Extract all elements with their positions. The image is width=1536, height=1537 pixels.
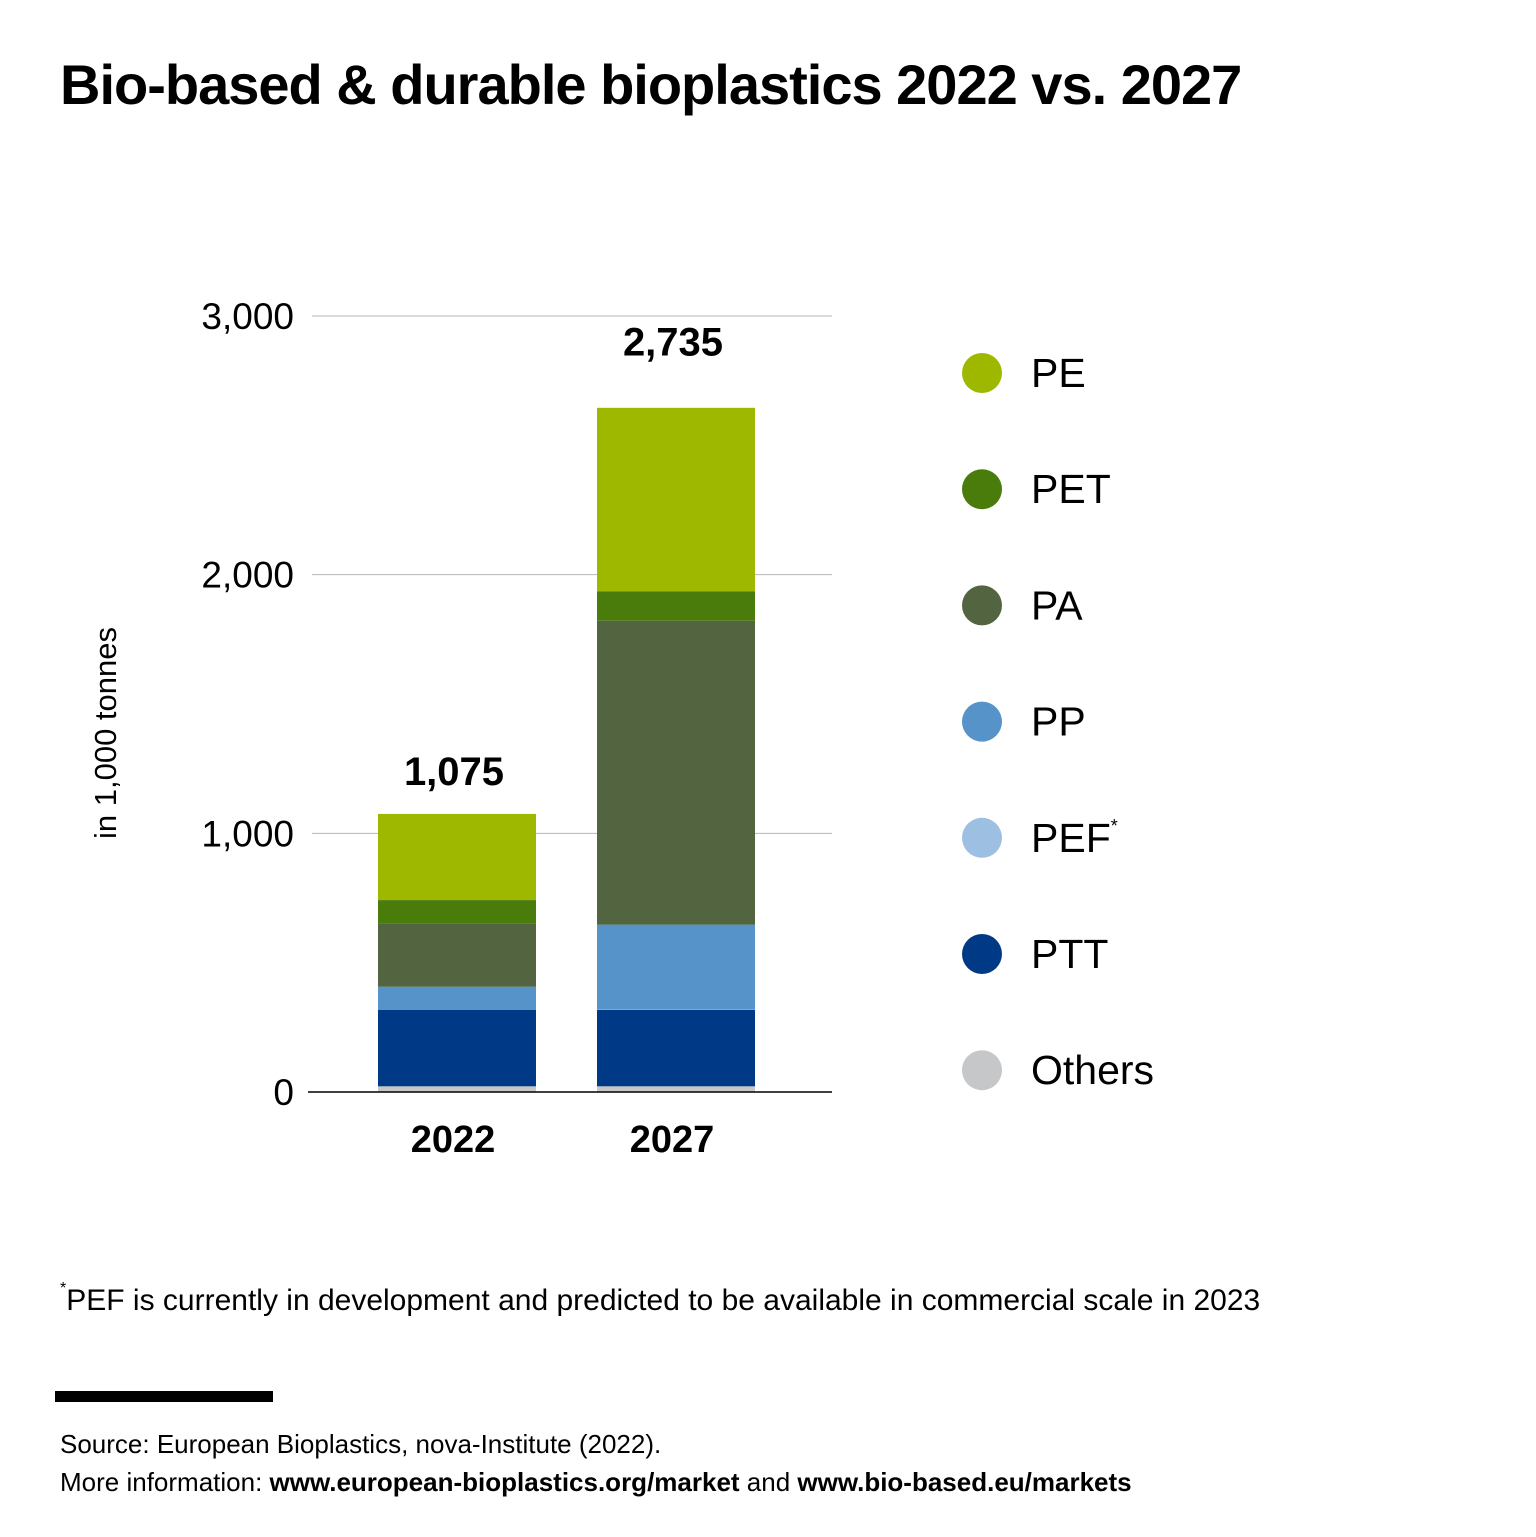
bar-2027-pp <box>597 924 755 1010</box>
bar-2027-pa <box>597 620 755 925</box>
bar-stacks <box>378 407 755 1092</box>
y-tick-label: 2,000 <box>201 555 294 596</box>
bar-2027-pet <box>597 591 755 621</box>
bar-2022-pe <box>378 813 536 901</box>
footnote: *PEF is currently in development and pre… <box>60 1280 1261 1318</box>
y-tick-label: 0 <box>273 1072 294 1113</box>
y-axis-label: in 1,000 tonnes <box>88 627 123 839</box>
legend-swatch-pet <box>962 469 1002 510</box>
legend-footnote-mark: * <box>1111 816 1118 836</box>
bar-2027-ptt <box>597 1010 755 1087</box>
legend-swatch-pp <box>962 701 1002 742</box>
divider <box>55 1391 273 1402</box>
y-tick-label: 1,000 <box>201 813 294 854</box>
source-block: Source: European Bioplastics, nova-Insti… <box>60 1425 1132 1501</box>
legend-swatch-pe <box>962 353 1002 393</box>
total-labels: 1,075 2,735 <box>404 321 723 794</box>
legend-swatch-others <box>962 1050 1002 1091</box>
bar-2027-pef <box>597 1009 755 1011</box>
legend-label-pp: PP <box>1031 699 1086 745</box>
bar-2022-pet <box>378 900 536 924</box>
legend-swatch-ptt <box>962 934 1002 974</box>
data-label-total: 1,075 <box>404 750 504 794</box>
footnote-text: PEF is currently in development and pred… <box>66 1284 1261 1317</box>
bar-2022-pa <box>378 923 536 987</box>
more-info-label: More information: <box>60 1467 270 1497</box>
legend-label-others: Others <box>1031 1047 1154 1093</box>
bar-2022-pp <box>378 986 536 1011</box>
source-text: Source: European Bioplastics, nova-Insti… <box>60 1429 662 1459</box>
data-label-total: 2,735 <box>623 321 723 365</box>
legend-label-pe: PE <box>1031 350 1086 396</box>
bar-2027-others <box>597 1086 755 1092</box>
bar-2022-ptt <box>378 1010 536 1087</box>
x-tick-label: 2027 <box>630 1119 715 1161</box>
bar-2022-others <box>378 1086 536 1092</box>
legend-label-ptt: PTT <box>1031 931 1108 977</box>
link-bio-based[interactable]: www.bio-based.eu/markets <box>797 1467 1132 1497</box>
footnote-mark: * <box>60 1280 67 1297</box>
legend-swatch-pef <box>962 817 1002 858</box>
y-tick-label: 3,000 <box>201 296 294 337</box>
legend-label-pa: PA <box>1031 582 1083 628</box>
x-tick-label: 2022 <box>411 1119 496 1161</box>
link-joiner: and <box>739 1467 798 1497</box>
legend-label-pet: PET <box>1031 466 1111 512</box>
legend-swatch-pa <box>962 585 1002 626</box>
bar-2027-pe <box>597 407 755 592</box>
y-axis: 0 1,000 2,000 3,000 <box>201 296 832 1113</box>
x-axis: 2022 2027 <box>411 1119 715 1161</box>
chart-title: Bio-based & durable bioplastics 2022 vs.… <box>60 53 1242 116</box>
legend: PE PET PA PP PEF* PTT Others <box>962 350 1154 1093</box>
legend-label-pef: PEF* <box>1031 815 1118 861</box>
link-european-bioplastics[interactable]: www.european-bioplastics.org/market <box>269 1467 740 1497</box>
